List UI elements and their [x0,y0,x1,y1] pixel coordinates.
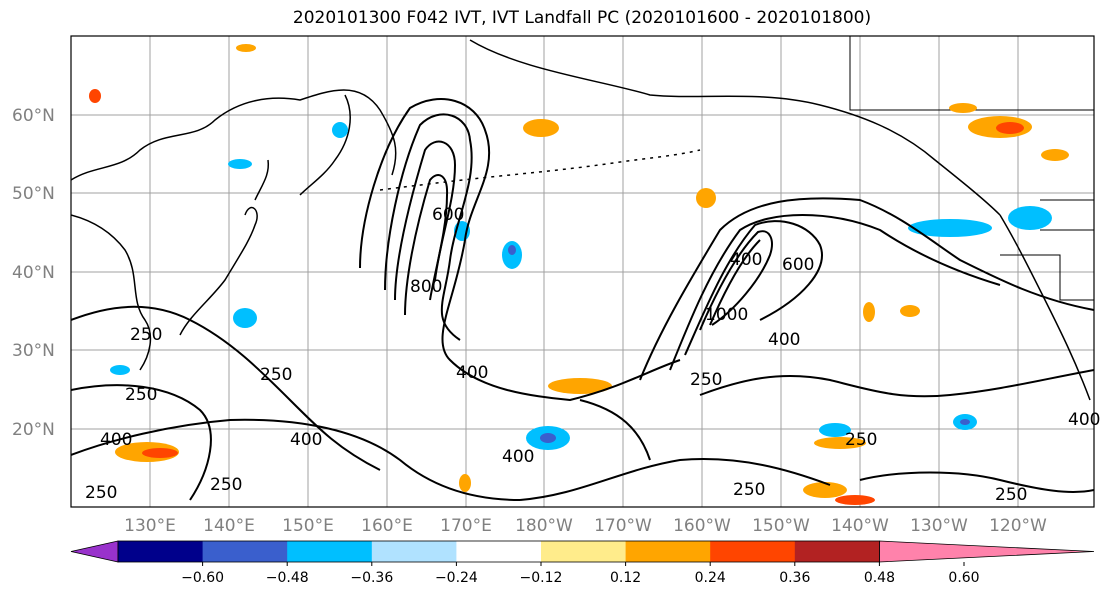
lon-label: 180°W [515,516,573,536]
lat-label: 60°N [12,106,55,126]
contour-label: 250 [85,483,117,503]
lat-label: 30°N [12,341,55,361]
colorbar-swatch [371,541,457,562]
colorbar-tick-label: 0.24 [695,570,726,586]
contour-labels: 800 600 400 250 250 250 250 400 400 400 … [85,205,1100,505]
lon-label: 160°E [361,516,413,536]
colorbar-outline [117,540,880,563]
colorbar-swatch [456,541,542,562]
lon-label: 130°W [910,516,968,536]
contour-label: 600 [782,255,814,275]
contour-label: 600 [432,205,464,225]
contour-label: 400 [1068,410,1100,430]
lon-label: 170°E [440,516,492,536]
colorbar-tick-label: −0.60 [181,570,224,586]
ivt-contours [71,98,1094,501]
contour-label: 250 [733,480,765,500]
colorbar-extend-low [70,540,119,563]
graticule [71,36,1094,507]
lat-label: 50°N [12,184,55,204]
contour-label: 400 [290,430,322,450]
colorbar: −0.60 −0.48 −0.36 −0.24 −0.12 0.12 0.24 0.36 0.4… [70,540,1095,586]
colorbar-tick-label: 0.48 [864,570,895,586]
colorbar-extend-high [879,540,1095,563]
contour-label: 250 [130,325,162,345]
contour-label: 250 [690,370,722,390]
colorbar-tick-label: 0.12 [610,570,641,586]
map-title: 2020101300 F042 IVT, IVT Landfall PC (20… [292,8,872,28]
colorbar-swatches [70,540,1095,563]
contour-label: 400 [502,447,534,467]
contour-label: 250 [845,430,877,450]
contour-label: 250 [125,385,157,405]
lon-label: 120°W [989,516,1047,536]
lon-label: 170°W [594,516,652,536]
contour-label: 250 [260,365,292,385]
colorbar-swatch [118,541,204,562]
anomaly-shading [89,44,1069,505]
colorbar-ticks: −0.60 −0.48 −0.36 −0.24 −0.12 0.12 0.24 0.36 0.4… [181,562,980,586]
boundaries [849,36,1094,301]
contour-label: 800 [410,277,442,297]
contour-label: 1000 [705,305,748,325]
colorbar-tick-label: 0.60 [948,570,979,586]
coastlines [71,39,1091,401]
colorbar-tick-label: −0.12 [520,570,563,586]
colorbar-tick-label: 0.36 [779,570,810,586]
lon-label: 140°W [831,516,889,536]
contour-label: 400 [456,363,488,383]
contour-label: 400 [730,250,762,270]
lat-label: 40°N [12,263,55,283]
lon-axis: 130°E 140°E 150°E 160°E 170°E 180°W 170°… [124,516,1047,536]
colorbar-tick-label: −0.36 [350,570,393,586]
colorbar-swatch [541,541,627,562]
colorbar-swatch [625,541,711,562]
lon-label: 150°E [282,516,334,536]
colorbar-tick-label: −0.24 [435,570,478,586]
map-border [70,35,1095,508]
colorbar-swatch [794,541,880,562]
contour-label: 250 [210,475,242,495]
contour-label: 400 [768,330,800,350]
contour-label: 400 [100,430,132,450]
contour-label: 250 [995,485,1027,505]
colorbar-tick-label: −0.48 [266,570,309,586]
colorbar-swatch [202,541,288,562]
lon-label: 160°W [673,516,731,536]
lat-label: 20°N [12,420,55,440]
lat-axis: 60°N 50°N 40°N 30°N 20°N [12,106,55,440]
lon-label: 150°W [752,516,810,536]
lon-label: 140°E [203,516,255,536]
colorbar-swatch [287,541,373,562]
colorbar-swatch [710,541,796,562]
lon-label: 130°E [124,516,176,536]
